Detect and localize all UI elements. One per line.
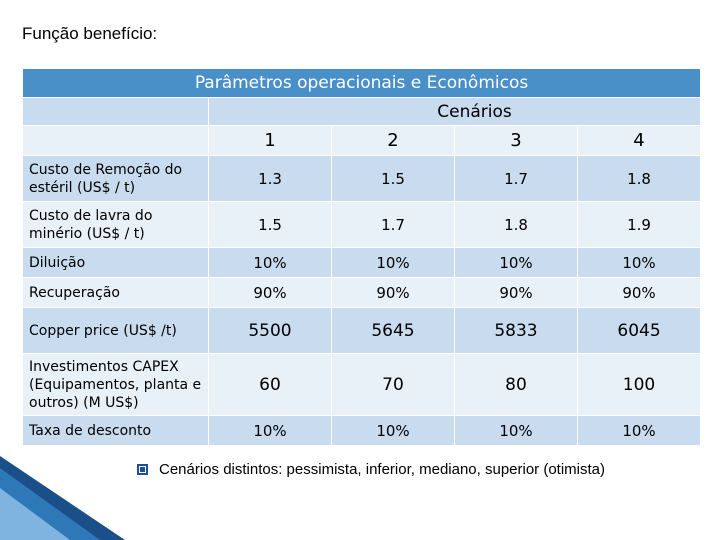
parameters-table: Parâmetros operacionais e Econômicos Cen… xyxy=(21,68,702,446)
table-row: Custo de lavra do minério (US$ / t) 1.5 … xyxy=(22,201,702,248)
row-label: Taxa de desconto xyxy=(22,415,209,446)
cell-value: 90% xyxy=(331,277,455,308)
cell-value: 10% xyxy=(208,247,332,278)
cell-value: 10% xyxy=(454,247,578,278)
cell-value: 10% xyxy=(331,415,455,446)
cell-value: 5645 xyxy=(331,307,455,354)
cell-value: 6045 xyxy=(576,307,702,354)
cell-value: 90% xyxy=(576,277,702,308)
cell-value: 70 xyxy=(331,353,455,416)
cell-value: 1.7 xyxy=(331,201,455,248)
row-label: Recuperação xyxy=(22,277,209,308)
corner-light-shape xyxy=(0,488,70,540)
row-label: Diluição xyxy=(22,247,209,278)
cell-value: 1.7 xyxy=(454,155,578,202)
scenario-number: 1 xyxy=(208,125,332,156)
cell-value: 10% xyxy=(576,247,702,278)
table-row: Taxa de desconto 10% 10% 10% 10% xyxy=(22,415,702,446)
checkbox-bullet-icon xyxy=(137,464,148,475)
corner-decoration xyxy=(0,456,125,540)
cell-value: 1.3 xyxy=(208,155,332,202)
row-label: Investimentos CAPEX (Equipamentos, plant… xyxy=(22,353,209,416)
empty-cell xyxy=(22,97,209,126)
table-row: Copper price (US$ /t) 5500 5645 5833 604… xyxy=(22,307,702,354)
cell-value: 10% xyxy=(331,247,455,278)
cell-value: 5500 xyxy=(208,307,332,354)
cell-value: 10% xyxy=(576,415,702,446)
bullet-note: Cenários distintos: pessimista, inferior… xyxy=(137,461,605,478)
cell-value: 1.8 xyxy=(454,201,578,248)
cell-value: 100 xyxy=(576,353,702,416)
cell-value: 60 xyxy=(208,353,332,416)
scenarios-label: Cenários xyxy=(207,97,702,126)
cell-value: 10% xyxy=(208,415,332,446)
scenario-number: 4 xyxy=(576,125,702,156)
row-label: Custo de lavra do minério (US$ / t) xyxy=(22,201,209,248)
cell-value: 1.5 xyxy=(208,201,332,248)
table-row: Recuperação 90% 90% 90% 90% xyxy=(22,277,702,308)
empty-cell xyxy=(22,125,209,156)
slide-title: Função benefício: xyxy=(22,24,158,43)
table-row: Investimentos CAPEX (Equipamentos, plant… xyxy=(22,353,702,416)
parameters-table-container: Parâmetros operacionais e Econômicos Cen… xyxy=(21,68,702,446)
cell-value: 1.8 xyxy=(576,155,702,202)
scenario-number: 3 xyxy=(454,125,578,156)
scenario-numbers-row: 1 2 3 4 xyxy=(22,125,702,156)
table-header: Parâmetros operacionais e Econômicos xyxy=(21,68,702,98)
bullet-text: Cenários distintos: pessimista, inferior… xyxy=(159,461,606,478)
scenario-number: 2 xyxy=(331,125,455,156)
table-row: Diluição 10% 10% 10% 10% xyxy=(22,247,702,278)
cell-value: 1.9 xyxy=(576,201,702,248)
table-row: Custo de Remoção do estéril (US$ / t) 1.… xyxy=(22,155,702,202)
cell-value: 5833 xyxy=(454,307,578,354)
cell-value: 10% xyxy=(454,415,578,446)
cell-value: 90% xyxy=(208,277,332,308)
cell-value: 80 xyxy=(454,353,578,416)
row-label: Custo de Remoção do estéril (US$ / t) xyxy=(22,155,209,202)
row-label: Copper price (US$ /t) xyxy=(22,307,209,354)
cell-value: 90% xyxy=(454,277,578,308)
cell-value: 1.5 xyxy=(331,155,455,202)
